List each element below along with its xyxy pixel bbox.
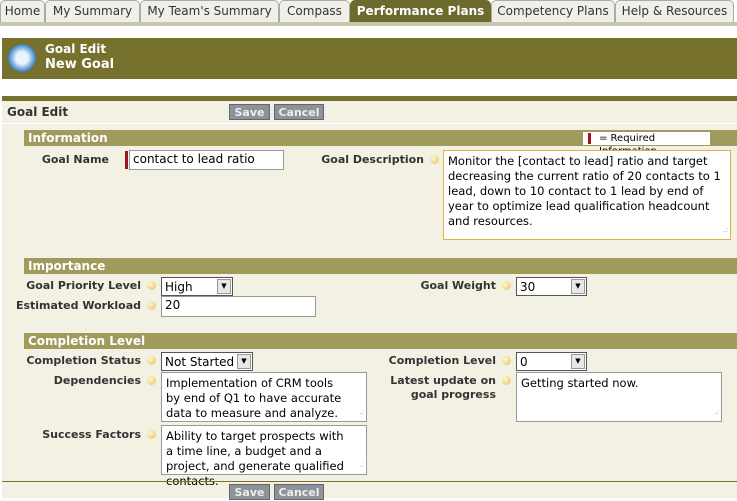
goal-weight-label: Goal Weight — [420, 279, 496, 292]
section-title: Completion Level — [28, 334, 146, 348]
success-factors-textarea[interactable]: Ability to target prospects with a time … — [161, 425, 367, 488]
page-subtitle: New Goal — [45, 57, 115, 72]
chevron-down-icon: ▼ — [571, 279, 585, 294]
stopwatch-icon — [8, 44, 36, 72]
chevron-down-icon: ▼ — [237, 354, 251, 369]
information-section-header: Information — [24, 130, 737, 146]
page-title: Goal Edit — [45, 42, 107, 56]
help-icon[interactable] — [147, 356, 156, 365]
required-legend: = Required Information — [583, 132, 710, 157]
completion-level-select[interactable]: 0 ▼ — [516, 352, 587, 371]
cancel-button[interactable]: Cancel — [274, 104, 324, 120]
dependencies-label: Dependencies — [53, 374, 141, 387]
workload-label: Estimated Workload — [15, 299, 141, 312]
required-marker-icon — [588, 133, 591, 144]
save-button-bottom[interactable]: Save — [229, 484, 270, 500]
tab-my-summary[interactable]: My Summary — [45, 0, 140, 22]
tab-bar: Home My Summary My Team's Summary Compas… — [0, 0, 737, 26]
help-icon[interactable] — [147, 281, 156, 290]
latest-update-textarea[interactable]: Getting started now..: — [516, 372, 722, 422]
success-factors-label: Success Factors — [42, 428, 141, 441]
importance-section-header: Importance — [24, 258, 737, 274]
latest-update-text: Getting started now. — [521, 376, 639, 390]
priority-value: High — [165, 280, 193, 294]
goal-description-label: Goal Description — [321, 153, 424, 166]
goal-name-input[interactable]: contact to lead ratio — [129, 150, 284, 170]
save-button[interactable]: Save — [229, 104, 270, 120]
required-marker-icon — [125, 151, 128, 169]
help-icon[interactable] — [502, 376, 511, 385]
goal-name-label: Goal Name — [41, 153, 109, 166]
completion-level-label: Completion Level — [388, 354, 496, 367]
priority-select[interactable]: High ▼ — [161, 277, 233, 296]
section-title: Importance — [28, 259, 106, 273]
tab-help-resources[interactable]: Help & Resources — [615, 0, 734, 22]
section-title: Information — [28, 131, 108, 145]
workload-input[interactable]: 20 — [161, 296, 316, 317]
goal-weight-value: 30 — [520, 280, 536, 294]
tab-compass[interactable]: Compass — [279, 0, 350, 22]
tab-home[interactable]: Home — [0, 0, 45, 22]
completion-level-value: 0 — [520, 355, 528, 369]
help-icon[interactable] — [502, 356, 511, 365]
completion-status-value: Not Started — [165, 355, 235, 369]
page-header: Goal Edit New Goal — [2, 38, 737, 79]
help-icon[interactable] — [147, 301, 156, 310]
help-icon[interactable] — [502, 281, 511, 290]
panel-title: Goal Edit — [7, 105, 69, 119]
latest-update-label: Latest update on goal progress — [390, 374, 496, 401]
chevron-down-icon: ▼ — [217, 279, 231, 294]
tab-competency-plans[interactable]: Competency Plans — [491, 0, 615, 22]
chevron-down-icon: ▼ — [571, 354, 585, 369]
help-icon[interactable] — [147, 376, 156, 385]
completion-status-label: Completion Status — [26, 354, 141, 367]
completion-section-header: Completion Level — [24, 333, 737, 349]
dependencies-text: Implementation of CRM tools by end of Q1… — [166, 376, 342, 420]
help-icon[interactable] — [147, 430, 156, 439]
divider — [2, 481, 737, 482]
goal-description-textarea[interactable]: Monitor the [contact to lead] ratio and … — [443, 150, 731, 240]
cancel-button-bottom[interactable]: Cancel — [274, 484, 324, 500]
help-icon[interactable] — [430, 155, 439, 164]
goal-description-text: Monitor the [contact to lead] ratio and … — [448, 154, 721, 228]
priority-label: Goal Priority Level — [26, 279, 141, 292]
completion-status-select[interactable]: Not Started ▼ — [161, 352, 253, 371]
goal-weight-select[interactable]: 30 ▼ — [516, 277, 587, 296]
dependencies-textarea[interactable]: Implementation of CRM tools by end of Q1… — [161, 372, 367, 422]
tab-my-teams-summary[interactable]: My Team's Summary — [140, 0, 279, 22]
tab-performance-plans[interactable]: Performance Plans — [350, 0, 491, 22]
